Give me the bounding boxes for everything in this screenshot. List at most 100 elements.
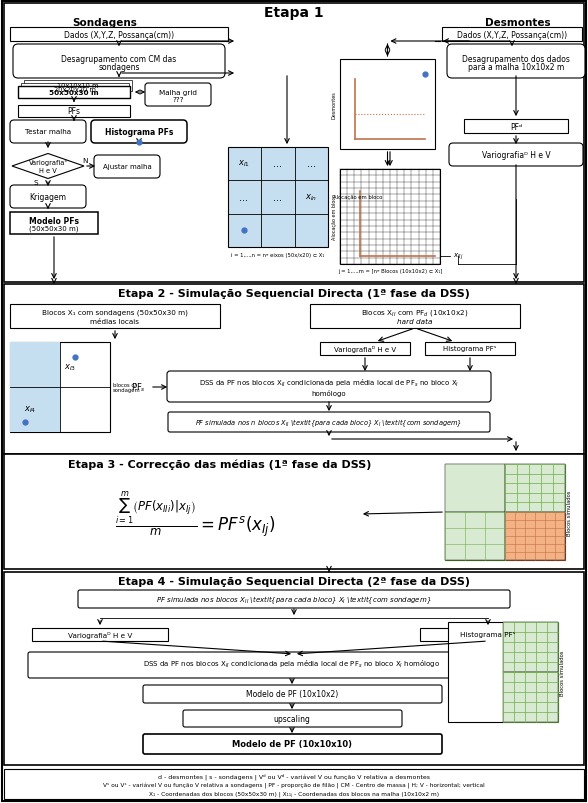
Text: i = 1,...,n = nº eixos (50x/x20) ⊂ X₁: i = 1,...,n = nº eixos (50x/x20) ⊂ X₁ — [231, 252, 325, 257]
Text: $x_{I1}$: $x_{I1}$ — [238, 158, 250, 169]
Text: Krigagem: Krigagem — [29, 193, 66, 202]
FancyBboxPatch shape — [143, 685, 442, 703]
FancyBboxPatch shape — [78, 590, 510, 608]
Text: $x_{I3}$: $x_{I3}$ — [64, 362, 76, 373]
FancyBboxPatch shape — [94, 156, 160, 179]
Text: Malha grid: Malha grid — [159, 90, 197, 96]
Bar — [340, 60, 435, 150]
Text: PFᵈ: PFᵈ — [510, 122, 522, 132]
Text: Desagrupamento com CM das: Desagrupamento com CM das — [61, 55, 176, 63]
Text: Modelo de PF (10x10x2): Modelo de PF (10x10x2) — [246, 690, 338, 699]
FancyBboxPatch shape — [145, 84, 211, 107]
FancyBboxPatch shape — [167, 372, 491, 402]
Bar — [448, 622, 558, 722]
Bar — [21, 84, 129, 95]
Bar — [442, 28, 582, 42]
Text: X₁ - Coordenadas dos blocos (50x50x30 m) | X₁₁ⱼ - Coordenadas dos blocos na malh: X₁ - Coordenadas dos blocos (50x50x30 m)… — [149, 790, 439, 796]
Text: Etapa 2 - Simulação Sequencial Directa (1ª fase da DSS): Etapa 2 - Simulação Sequencial Directa (… — [118, 288, 470, 299]
Bar — [4, 4, 584, 283]
Text: Blocos X$_{II}$ com PF$_d$ (10x10x2): Blocos X$_{II}$ com PF$_d$ (10x10x2) — [362, 308, 469, 318]
Text: Variografiaˢ: Variografiaˢ — [29, 160, 68, 165]
Text: Vˢ ou Vˢ - variável V ou função V relativa a sondagens | PF - proporção de filão: Vˢ ou Vˢ - variável V ou função V relati… — [103, 782, 485, 788]
FancyBboxPatch shape — [183, 710, 402, 727]
Bar — [310, 304, 520, 328]
Bar — [10, 343, 110, 433]
Text: Alocação em bloco: Alocação em bloco — [332, 194, 337, 240]
Text: ...: ... — [239, 193, 249, 202]
Text: Alocação em bloco: Alocação em bloco — [333, 195, 382, 200]
Text: Variografiaᴰ H e V: Variografiaᴰ H e V — [482, 151, 550, 160]
Bar — [445, 464, 565, 560]
Text: $x_{In}$: $x_{In}$ — [305, 193, 317, 203]
Text: PF$_s$: PF$_s$ — [131, 381, 145, 393]
Bar — [420, 628, 556, 642]
Text: ...: ... — [273, 193, 282, 202]
Bar — [4, 573, 584, 765]
FancyBboxPatch shape — [10, 120, 86, 144]
Text: (50x50x30 m): (50x50x30 m) — [29, 226, 79, 232]
Text: sondagens: sondagens — [98, 63, 140, 71]
Bar — [505, 464, 565, 512]
Text: PF simulada nos n blocos X$_{II}$ \textit{para cada bloco} X$_I$ \textit{com son: PF simulada nos n blocos X$_{II}$ \texti… — [195, 417, 463, 428]
Text: $\frac{\sum_{i=1}^{m}\left(PF(x_{IIi})|x_{Ij}\right)}{m} = PF^s(x_{Ij})$: $\frac{\sum_{i=1}^{m}\left(PF(x_{IIi})|x… — [115, 489, 275, 540]
FancyBboxPatch shape — [13, 45, 225, 79]
Bar — [228, 148, 328, 247]
Text: H e V: H e V — [39, 168, 57, 173]
Bar — [464, 120, 568, 134]
Bar — [4, 769, 584, 799]
Text: Histograma PFs: Histograma PFs — [105, 128, 173, 137]
FancyBboxPatch shape — [447, 45, 585, 79]
Bar — [10, 213, 98, 234]
Text: Variografiaᴰ H e V: Variografiaᴰ H e V — [334, 345, 396, 353]
Text: j = 1,...,m = [nº Blocos (10x10x2) ⊂ X₁]: j = 1,...,m = [nº Blocos (10x10x2) ⊂ X₁] — [338, 269, 442, 274]
Text: Dados (X,Y,Z, Possança(cm)): Dados (X,Y,Z, Possança(cm)) — [457, 31, 567, 39]
Text: blocos c/
sondagem: blocos c/ sondagem — [113, 382, 141, 393]
Text: Blocos simulados: Blocos simulados — [560, 650, 565, 695]
Text: ...: ... — [273, 159, 282, 169]
Bar — [4, 284, 584, 454]
Text: Etapa 4 - Simulação Sequencial Directa (2ª fase da DSS): Etapa 4 - Simulação Sequencial Directa (… — [118, 577, 470, 586]
Text: Sondagens: Sondagens — [72, 18, 138, 28]
Bar — [24, 81, 132, 92]
Text: Variografiaᴰ H e V: Variografiaᴰ H e V — [68, 631, 132, 638]
Bar — [445, 512, 505, 560]
FancyBboxPatch shape — [168, 413, 490, 433]
Text: hard data: hard data — [397, 319, 433, 324]
Text: Desagrupamento dos dados: Desagrupamento dos dados — [462, 55, 570, 63]
Polygon shape — [12, 154, 84, 179]
Text: DSS da PF nos blocos X$_{II}$ condicionada pela média local de PF$_s$ no bloco X: DSS da PF nos blocos X$_{II}$ condiciona… — [143, 658, 440, 669]
Text: Testar malha: Testar malha — [25, 129, 71, 136]
Bar — [340, 169, 440, 265]
Text: 50x50x30 m: 50x50x30 m — [49, 90, 99, 96]
Text: $x_{I4}$: $x_{I4}$ — [24, 404, 36, 414]
Bar — [10, 388, 60, 433]
Text: PF simulada nos blocos X$_{II}$ \textit{para cada bloco} X$_I$ \textit{com sonda: PF simulada nos blocos X$_{II}$ \textit{… — [156, 593, 432, 605]
Text: Etapa 3 - Correcção das médias (1ª fase da DSS): Etapa 3 - Correcção das médias (1ª fase … — [68, 459, 372, 470]
Text: Desmontes: Desmontes — [332, 91, 337, 119]
Text: Desmontes: Desmontes — [485, 18, 551, 28]
Bar — [505, 512, 565, 560]
Bar — [503, 622, 558, 672]
Text: 10x10x10 m: 10x10x10 m — [57, 84, 99, 89]
Bar — [18, 106, 130, 118]
Text: PFs: PFs — [68, 108, 81, 116]
Text: Etapa 1: Etapa 1 — [264, 6, 324, 20]
Bar — [503, 672, 558, 722]
Text: upscaling: upscaling — [273, 714, 310, 723]
Bar — [32, 628, 168, 642]
Bar — [10, 28, 228, 42]
Bar — [10, 343, 60, 388]
Text: homólogo: homólogo — [312, 389, 346, 397]
Bar — [18, 87, 130, 99]
Text: Blocos X₁ com sondagens (50x50x30 m): Blocos X₁ com sondagens (50x50x30 m) — [42, 309, 188, 316]
Text: N: N — [82, 158, 88, 164]
FancyBboxPatch shape — [143, 734, 442, 754]
Text: Modelo PFs: Modelo PFs — [29, 216, 79, 225]
Bar — [10, 304, 220, 328]
Text: S: S — [34, 180, 38, 185]
Text: Modelo de PF (10x10x10): Modelo de PF (10x10x10) — [232, 740, 352, 748]
Text: ...: ... — [306, 159, 316, 169]
Text: Histograma PFˢ: Histograma PFˢ — [443, 346, 497, 352]
Text: Dados (X,Y,Z, Possança(cm)): Dados (X,Y,Z, Possança(cm)) — [64, 31, 174, 39]
Bar — [425, 343, 515, 356]
